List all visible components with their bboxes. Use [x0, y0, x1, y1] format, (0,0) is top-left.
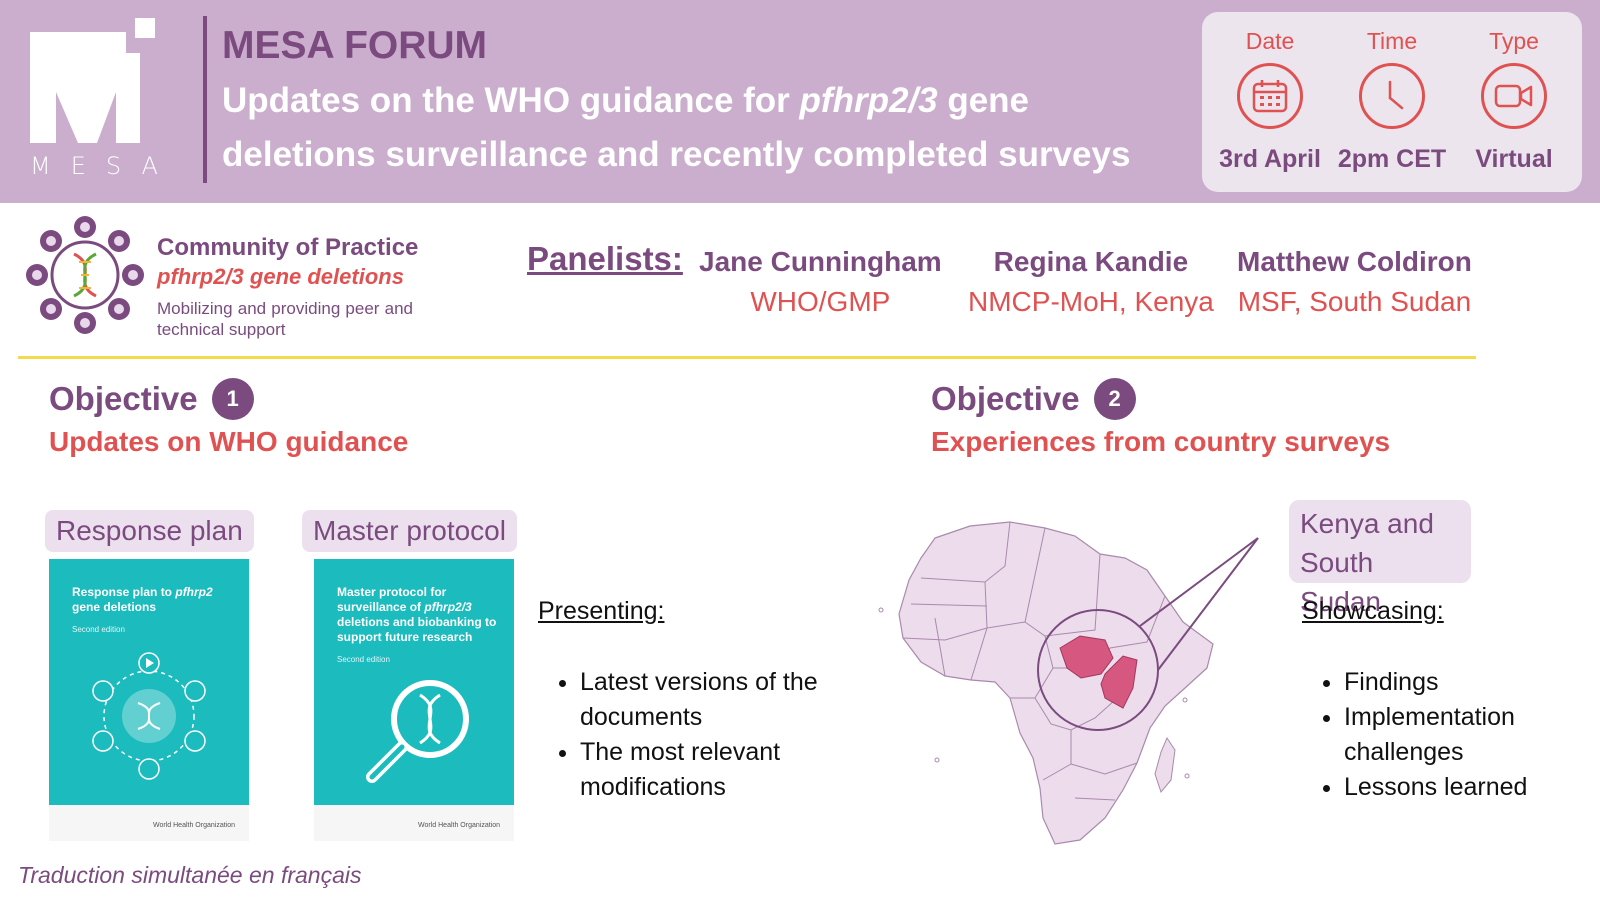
- translation-note: Traduction simultanée en français: [18, 862, 362, 888]
- logo-wordmark: MESA: [30, 152, 178, 180]
- cover-title: Master protocol for surveillance of pfhr…: [337, 585, 497, 644]
- type-value: Virtual: [1475, 145, 1553, 173]
- objective-2-subtitle: Experiences from country surveys: [931, 426, 1391, 457]
- panelist-name: Regina Kandie: [993, 246, 1189, 277]
- date-value: 3rd April: [1219, 145, 1321, 173]
- master-protocol-tag: Master protocol: [302, 510, 517, 552]
- presenting-list: Latest versions of the documents The mos…: [556, 665, 866, 805]
- panelists-label: Panelists:: [527, 240, 683, 277]
- community-description: Mobilizing and providing peer and techni…: [157, 299, 413, 339]
- presenting-label: Presenting:: [538, 597, 665, 625]
- response-plan-cover[interactable]: Response plan to pfhrp2 gene deletions S…: [49, 559, 249, 841]
- panelist-name: Jane Cunningham: [699, 246, 942, 277]
- event-info-box: Date 3rd April Time 2pm CET Type Virtual: [1202, 12, 1582, 192]
- time-value: 2pm CET: [1337, 145, 1447, 173]
- who-logo: World Health Organization: [153, 822, 235, 829]
- event-title: Updates on the WHO guidance for pfhrp2/3…: [222, 81, 1131, 174]
- community-subtitle: pfhrp2/3 gene deletions: [157, 264, 404, 289]
- who-logo: World Health Organization: [418, 822, 500, 829]
- cover-title: Response plan to pfhrp2 gene deletions: [72, 585, 213, 614]
- date-info: Date 3rd April: [1210, 12, 1330, 174]
- mesa-logo: [30, 18, 155, 143]
- list-item: Implementation challenges: [1344, 700, 1570, 770]
- magnifier-dna-icon: [366, 680, 469, 783]
- forum-title: MESA FORUM: [222, 24, 488, 67]
- list-item: Latest versions of the documents: [580, 665, 866, 735]
- video-camera-icon: [1481, 63, 1547, 129]
- panelist-name: Matthew Coldiron: [1237, 246, 1472, 277]
- showcasing-label: Showcasing:: [1302, 597, 1444, 625]
- panelist-2: Regina Kandie NMCP-MoH, Kenya: [968, 246, 1214, 318]
- list-item: Lessons learned: [1344, 770, 1570, 805]
- objective-label: Objective: [49, 380, 198, 417]
- objective-1-heading: Objective 1: [49, 378, 254, 420]
- type-label: Type: [1489, 28, 1539, 54]
- clock-icon: [1359, 63, 1425, 129]
- section-divider: [18, 356, 1476, 359]
- time-label: Time: [1366, 28, 1418, 54]
- objective-number-badge: 1: [211, 378, 254, 420]
- master-protocol-cover[interactable]: Master protocol for surveillance of pfhr…: [314, 559, 514, 841]
- objective-2-heading: Objective 2: [931, 378, 1136, 420]
- date-label: Date: [1245, 28, 1295, 54]
- panelist-org: MSF, South Sudan: [1237, 286, 1472, 317]
- panelist-3: Matthew Coldiron MSF, South Sudan: [1237, 246, 1472, 318]
- header-divider: [203, 16, 207, 183]
- type-info: Type Virtual: [1454, 12, 1574, 174]
- objective-1-subtitle: Updates on WHO guidance: [49, 426, 409, 457]
- africa-map: [878, 521, 1259, 845]
- dna-cycle-icon: [92, 652, 206, 780]
- objective-label: Objective: [931, 380, 1080, 417]
- community-title: Community of Practice: [157, 234, 419, 261]
- header-banner: MESA MESA FORUM Updates on the WHO guida…: [0, 0, 1600, 203]
- panelist-org: WHO/GMP: [750, 286, 891, 317]
- cover-edition: Second edition: [72, 625, 125, 634]
- objective-number-badge: 2: [1093, 378, 1136, 420]
- list-item: The most relevant modifications: [580, 735, 866, 805]
- time-info: Time 2pm CET: [1332, 12, 1452, 174]
- countries-tag: Kenya and South Sudan: [1289, 500, 1471, 617]
- showcasing-list: Findings Implementation challenges Lesso…: [1320, 665, 1570, 805]
- list-item: Findings: [1344, 665, 1570, 700]
- community-icon: [26, 216, 144, 334]
- calendar-icon: [1237, 63, 1303, 129]
- response-plan-tag: Response plan: [45, 510, 254, 552]
- panelist-1: Jane Cunningham WHO/GMP: [699, 246, 942, 318]
- panelist-org: NMCP-MoH, Kenya: [968, 286, 1214, 317]
- cover-edition: Second edition: [337, 655, 390, 664]
